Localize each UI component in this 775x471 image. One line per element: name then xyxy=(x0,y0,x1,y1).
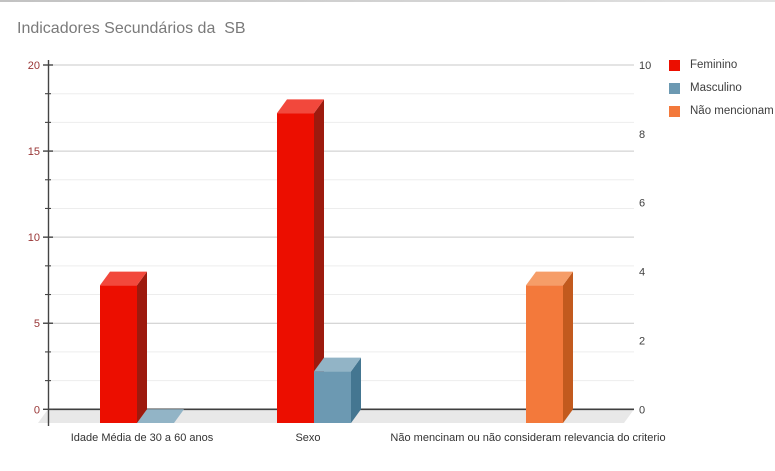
chart-title: Indicadores Secundários da SB xyxy=(17,20,246,37)
right-axis-tick-label: 8 xyxy=(639,129,645,141)
bar-n-o-mencionam-cat2-front-face xyxy=(526,285,563,423)
legend-swatch-masculino xyxy=(669,82,680,94)
bar-masculino-cat1-side-face xyxy=(351,357,361,423)
right-axis-tick-label: 2 xyxy=(639,335,645,347)
bar-masculino-cat1-top-face xyxy=(314,357,361,372)
bar-feminino-cat1-side-face xyxy=(314,99,324,424)
right-axis-tick-label: 6 xyxy=(639,198,645,210)
category-label: Idade Média de 30 a 60 anos xyxy=(71,432,214,444)
bar-feminino-cat0-front-face xyxy=(100,285,137,423)
left-axis-tick-label: 15 xyxy=(28,146,40,158)
right-axis-tick-label: 4 xyxy=(639,267,645,279)
legend-label-feminino: Feminino xyxy=(690,59,738,71)
legend-item-feminino: Feminino xyxy=(669,59,774,71)
category-label: Não mencinam ou não consideram relevanci… xyxy=(390,432,665,444)
legend-item-nao-mencionam: Não mencionam xyxy=(669,105,774,117)
bar-masculino-cat0-top-face xyxy=(137,409,184,423)
bar-n-o-mencionam-cat2-side-face xyxy=(563,271,573,423)
left-axis-tick-label: 5 xyxy=(34,318,40,330)
legend-swatch-nao-mencionam xyxy=(669,105,680,117)
bar-feminino-cat1-front-face xyxy=(277,113,314,423)
bar-feminino-cat1-top-face xyxy=(277,99,324,114)
left-axis-tick-label: 20 xyxy=(28,60,40,72)
top-edge-divider xyxy=(0,0,775,2)
bar-feminino-cat0-top-face xyxy=(100,271,147,286)
bar-n-o-mencionam-cat2-top-face xyxy=(526,271,573,286)
left-axis-tick-label: 0 xyxy=(34,404,40,416)
right-axis-tick-label: 0 xyxy=(639,404,645,416)
bar-feminino-cat0-side-face xyxy=(137,271,147,423)
chart-legend: Feminino Masculino Não mencionam xyxy=(669,59,774,117)
bar-masculino-cat1-front-face xyxy=(314,371,351,423)
right-axis-tick-label: 10 xyxy=(639,60,651,72)
legend-item-masculino: Masculino xyxy=(669,82,774,94)
left-axis-tick-label: 10 xyxy=(28,232,40,244)
category-label: Sexo xyxy=(295,432,320,444)
legend-label-masculino: Masculino xyxy=(690,82,742,94)
legend-swatch-feminino xyxy=(669,59,680,71)
legend-label-nao-mencionam: Não mencionam xyxy=(690,105,774,117)
